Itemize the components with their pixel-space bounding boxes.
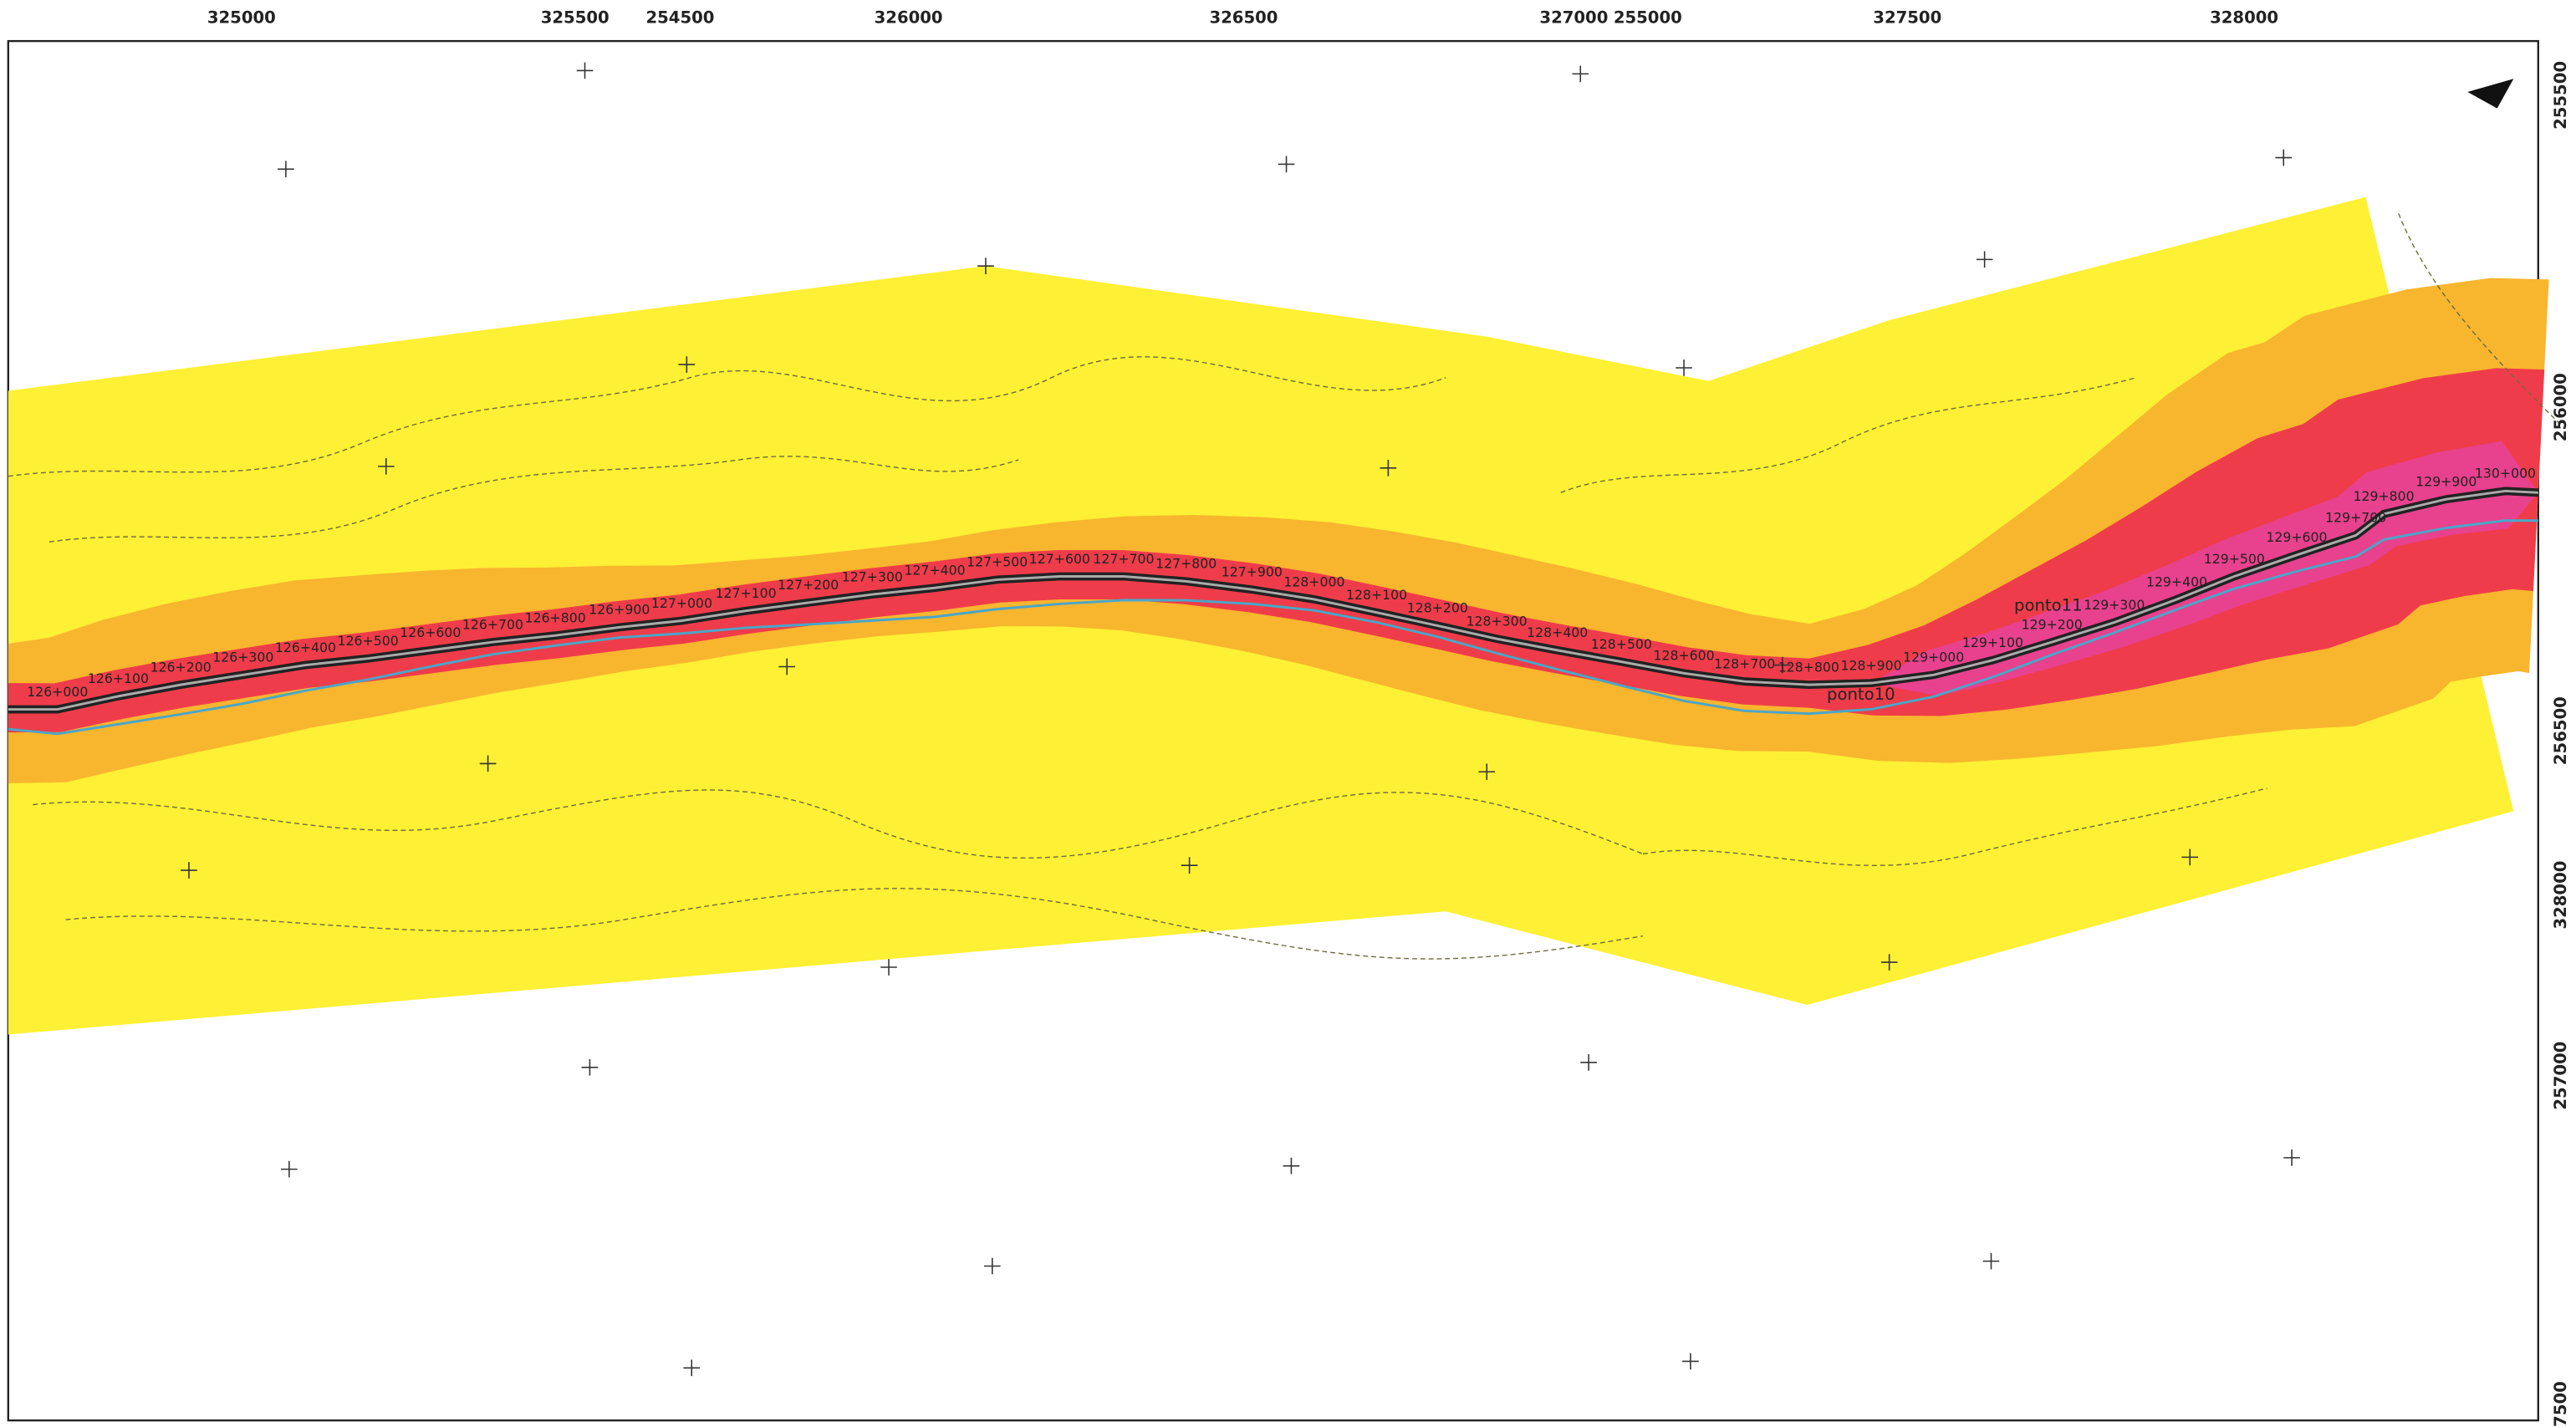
chainage-label: 127+600	[1029, 551, 1090, 567]
chainage-label: 129+000	[1903, 650, 1964, 665]
chainage-label: 129+200	[2022, 616, 2083, 632]
top-axis-label: 328000	[2210, 8, 2278, 28]
chainage-label: 128+800	[1778, 659, 1839, 675]
top-axis-label: 327500	[1873, 8, 1941, 28]
right-axis-label: 257000	[2551, 1042, 2570, 1110]
chainage-label: 129+500	[2204, 551, 2265, 567]
chainage-label: 126+400	[275, 640, 336, 655]
point-label: ponto10	[1827, 685, 1895, 704]
chainage-label: 126+800	[525, 609, 586, 625]
chainage-label: 127+700	[1093, 551, 1154, 567]
top-axis-label: 327000	[1539, 8, 1608, 28]
chainage-label: 128+000	[1283, 573, 1344, 589]
right-axis-label: 256000	[2551, 373, 2570, 441]
chainage-label: 126+300	[212, 650, 273, 665]
top-axis-label: 326000	[875, 8, 943, 28]
chainage-label: 128+100	[1346, 587, 1407, 603]
contour	[33, 789, 1644, 859]
top-axis-label: 325500	[541, 8, 610, 28]
chainage-label: 127+400	[904, 563, 965, 578]
right-axis-label: 255500	[2551, 61, 2570, 130]
chainage-label: 127+000	[651, 595, 712, 611]
chainage-label: 127+500	[967, 554, 1028, 570]
contour	[48, 456, 1019, 543]
chainage-label: 126+900	[589, 602, 650, 618]
chainage-label: 126+600	[400, 624, 461, 640]
chainage-label: 129+400	[2146, 573, 2207, 589]
north-arrow	[2467, 79, 2514, 109]
river	[8, 519, 2538, 736]
chainage-label: 128+500	[1591, 636, 1652, 652]
right-axis-label: 328000	[2551, 861, 2570, 930]
chainage-label: 127+900	[1222, 563, 1283, 579]
chainage-label: 126+100	[88, 670, 149, 686]
contour	[8, 356, 1446, 477]
chainage-label: 128+200	[1407, 600, 1468, 616]
top-axis-label: 254500	[646, 8, 715, 28]
contour	[1642, 787, 2267, 866]
contours	[8, 213, 2563, 960]
chainage-label: 127+200	[778, 577, 839, 593]
chainage-label: 126+500	[338, 633, 399, 649]
chainage-label: 129+700	[2325, 510, 2386, 526]
top-axis-label: 255000	[1614, 8, 1682, 28]
chainage-label: 128+300	[1466, 613, 1527, 629]
road	[8, 487, 2539, 736]
contour	[65, 888, 1644, 960]
chainage-label: 127+300	[842, 568, 903, 584]
chainage-label: 129+100	[1962, 635, 2023, 650]
bands	[8, 278, 2549, 783]
chainage-label: 128+600	[1653, 648, 1714, 664]
chainage-label: 126+000	[27, 684, 88, 700]
chainage-label: 128+400	[1527, 624, 1588, 640]
chainage-label: 129+300	[2084, 597, 2145, 613]
road-centre	[8, 489, 2538, 711]
chainage-label: 126+200	[150, 659, 212, 675]
zone-red	[8, 368, 2545, 733]
grid-crosses	[181, 62, 2300, 1377]
chainage-label: 127+100	[716, 585, 777, 601]
top-axis-label: 325000	[207, 8, 276, 28]
chainage-label: 129+900	[2415, 473, 2477, 489]
chainage-label: 128+700	[1714, 655, 1775, 671]
chainage-label: 128+900	[1840, 657, 1901, 673]
right-axis-label: 7500	[2551, 1381, 2570, 1427]
chainage-label: 126+700	[462, 616, 523, 632]
top-axis-label: 326500	[1209, 8, 1278, 28]
chainage-label: 127+800	[1155, 556, 1217, 572]
chainage-label: 130+000	[2475, 466, 2536, 482]
contour	[1560, 377, 2136, 493]
right-axis-label: 256500	[2551, 696, 2570, 765]
contour	[2398, 213, 2563, 428]
point-label: ponto11	[2014, 596, 2083, 615]
chainage-label: 129+800	[2354, 488, 2415, 504]
chainage-label: 129+600	[2266, 529, 2327, 545]
